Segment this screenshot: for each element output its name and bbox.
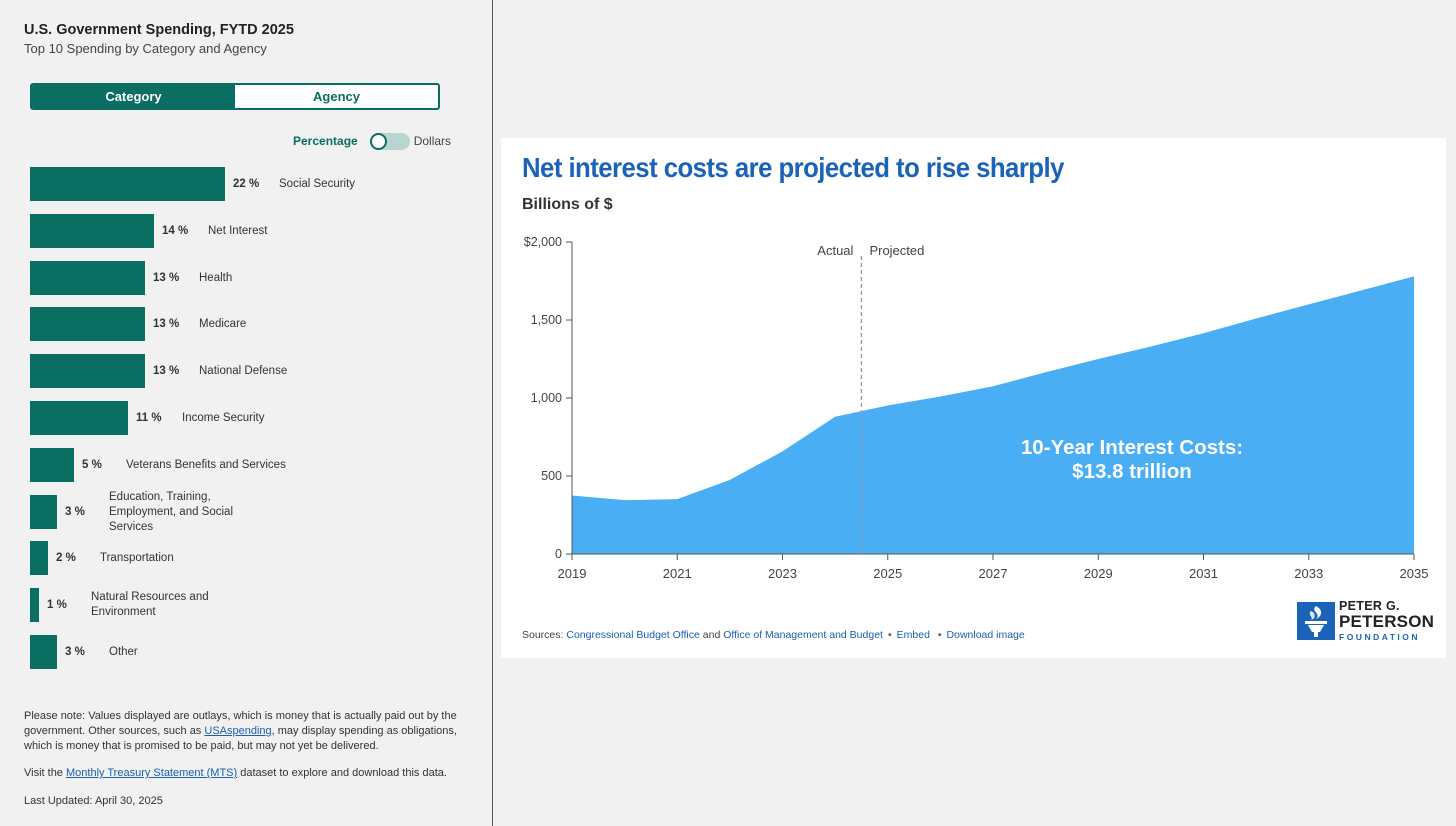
usaspending-link[interactable]: USAspending <box>204 725 272 737</box>
bar-label: Health <box>199 271 233 284</box>
omb-link[interactable]: Office of Management and Budget <box>723 629 883 641</box>
x-tick-label: 2019 <box>558 566 587 581</box>
bar-label: Social Security <box>279 177 356 190</box>
logo-line-3: FOUNDATION <box>1339 631 1421 642</box>
bar-label: Income Security <box>182 411 265 424</box>
bar-label: Net Interest <box>208 224 268 237</box>
switch-knob <box>369 132 387 150</box>
bar-percent: 5 % <box>82 459 102 471</box>
mts-link[interactable]: Monthly Treasury Statement (MTS) <box>66 767 238 779</box>
unit-toggle: Percentage Dollars <box>293 132 451 150</box>
pgpf-logo[interactable]: PETER G. PETERSON FOUNDATION <box>1297 599 1434 644</box>
bar-fill <box>30 448 74 482</box>
bar-label: Medicare <box>199 317 247 330</box>
bar-fill <box>30 214 154 248</box>
logo-line-1: PETER G. <box>1339 598 1400 613</box>
dollars-label[interactable]: Dollars <box>413 134 452 148</box>
mts-text-1: Visit the <box>24 767 66 779</box>
separator-dot: • <box>887 629 892 641</box>
bar-percent: 13 % <box>153 365 180 377</box>
x-tick-label: 2033 <box>1294 566 1323 581</box>
outlays-note: Please note: Values displayed are outlay… <box>24 709 464 754</box>
percentage-label[interactable]: Percentage <box>293 134 358 148</box>
bar-percent: 3 % <box>65 646 85 658</box>
bar-label: Other <box>109 645 138 658</box>
bar-label: Education, Training, Employment, and Soc… <box>109 490 234 533</box>
x-tick-label: 2035 <box>1400 566 1429 581</box>
bar-percent: 2 % <box>56 552 76 564</box>
sources-label: Sources: <box>522 629 567 641</box>
tab-category[interactable]: Category <box>32 85 235 108</box>
x-tick-label: 2021 <box>663 566 692 581</box>
logo-line-2: PETERSON <box>1339 611 1435 631</box>
bar-fill <box>30 354 145 388</box>
note-text-1: Please note: Values displayed are outlay… <box>24 710 457 737</box>
bar-percent: 14 % <box>162 225 189 237</box>
torch-logo-icon <box>1297 602 1335 640</box>
actual-label: Actual <box>817 243 853 258</box>
download-image-link[interactable]: Download image <box>946 629 1025 641</box>
bar-fill <box>30 167 225 201</box>
unit-switch[interactable] <box>369 132 410 150</box>
spending-panel: U.S. Government Spending, FYTD 2025 Top … <box>0 0 492 826</box>
x-tick-label: 2031 <box>1189 566 1218 581</box>
view-toggle: Category Agency <box>30 83 440 110</box>
bar-percent: 3 % <box>65 506 85 518</box>
mts-text-2: dataset to explore and download this dat… <box>237 767 447 779</box>
bar-percent: 22 % <box>233 178 260 190</box>
net-interest-area <box>572 276 1414 554</box>
logo-wordmark: PETER G. PETERSON FOUNDATION <box>1339 599 1434 644</box>
x-tick-label: 2029 <box>1084 566 1113 581</box>
annotation-value: $13.8 trillion <box>1072 460 1192 483</box>
net-interest-area-chart: 0 500 1,000 1,500 $2,000 2019 2021 2023 2025 2027… <box>524 235 1429 581</box>
chart-units: Billions of $ <box>522 196 613 213</box>
embed-link[interactable]: Embed <box>896 629 930 641</box>
cbo-link[interactable]: Congressional Budget Office <box>566 629 700 641</box>
y-tick-label: 500 <box>541 469 562 483</box>
y-tick-label: 1,000 <box>531 391 562 405</box>
bar-fill <box>30 635 57 669</box>
y-tick-label: $2,000 <box>524 235 562 249</box>
y-tick-label: 1,500 <box>531 313 562 327</box>
separator-dot: • <box>934 629 942 641</box>
mts-note: Visit the Monthly Treasury Statement (MT… <box>24 766 464 781</box>
panel-title: U.S. Government Spending, FYTD 2025 <box>24 22 294 38</box>
bar-label: Veterans Benefits and Services <box>126 458 286 471</box>
annotation-title: 10-Year Interest Costs: <box>1021 436 1243 459</box>
bar-label: National Defense <box>199 364 288 377</box>
bar-fill <box>30 588 39 622</box>
bar-fill <box>30 495 57 529</box>
note-text-2: , may display spending as obligations, w… <box>24 725 457 752</box>
x-tick-label: 2025 <box>873 566 902 581</box>
bar-percent: 11 % <box>136 412 162 424</box>
x-tick-label: 2027 <box>979 566 1008 581</box>
bar-fill <box>30 541 48 575</box>
bar-percent: 13 % <box>153 318 180 330</box>
sources-and: and <box>699 629 724 641</box>
bar-percent: 1 % <box>47 599 67 611</box>
x-tick-label: 2023 <box>768 566 797 581</box>
last-updated: Last Updated: April 30, 2025 <box>24 795 163 807</box>
chart-sources: Sources: Congressional Budget Office and… <box>522 629 1025 641</box>
y-tick-label: 0 <box>555 547 562 561</box>
bar-fill <box>30 307 145 341</box>
panel-divider <box>492 0 493 826</box>
projected-label: Projected <box>869 243 924 258</box>
chart-title: Net interest costs are projected to rise… <box>522 152 1064 183</box>
interest-chart-card: 0 500 1,000 1,500 $2,000 2019 2021 2023 2025 2027… <box>501 138 1446 658</box>
bar-fill <box>30 261 145 295</box>
tab-agency[interactable]: Agency <box>313 89 360 104</box>
bar-label: Transportation <box>100 551 174 564</box>
panel-subtitle: Top 10 Spending by Category and Agency <box>24 41 267 56</box>
bar-fill <box>30 401 128 435</box>
bar-label: Natural Resources and Environment <box>91 591 209 618</box>
bar-percent: 13 % <box>153 272 180 284</box>
